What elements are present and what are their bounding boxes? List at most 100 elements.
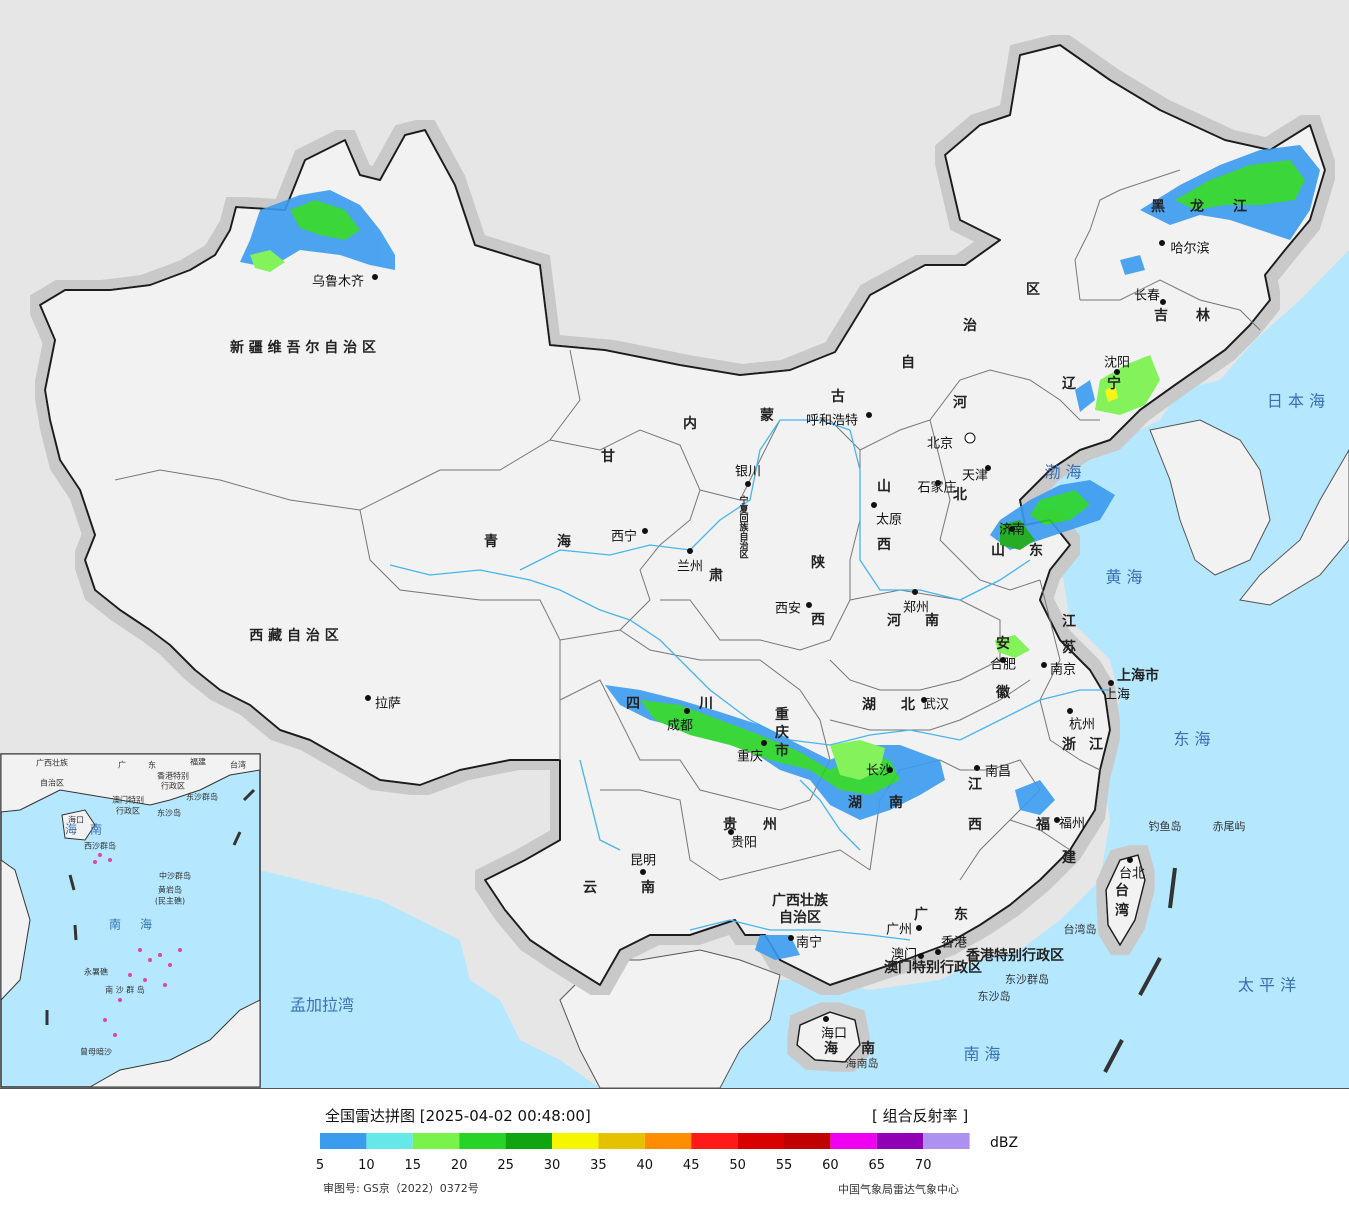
se-asia-landmass xyxy=(559,949,781,1088)
legend-unit: dBZ xyxy=(990,1135,1018,1151)
city-marker xyxy=(916,925,922,931)
color-swatch xyxy=(320,1133,367,1149)
island-label: 东沙群岛 xyxy=(1005,972,1049,986)
japan-landmass xyxy=(1239,449,1349,606)
city-marker xyxy=(806,602,812,608)
sea-label: 东 海 xyxy=(1173,730,1210,749)
province-label: 海 xyxy=(557,533,571,550)
city-label: 拉萨 xyxy=(375,697,401,712)
radar-map[interactable]: 广西壮族自治区广东福建 台湾香港特别行政区澳门特别行政区东沙群岛东沙岛海口海 南西沙… xyxy=(0,0,1349,1088)
city-label: 成都 xyxy=(667,719,693,734)
province-label: 南 xyxy=(889,794,903,811)
city-label: 天津 xyxy=(962,469,988,484)
province-label: 湖 xyxy=(848,795,862,811)
city-marker xyxy=(372,274,378,280)
china-mainland xyxy=(39,44,1326,986)
inset-label: 永暑礁 xyxy=(84,967,108,977)
color-swatch xyxy=(691,1133,738,1149)
island-label: 赤尾屿 xyxy=(1213,820,1246,833)
province-label: 广西壮族 xyxy=(772,892,829,909)
color-swatch xyxy=(366,1133,413,1149)
inset-label: 海口 xyxy=(68,815,84,825)
inset-label: 广西壮族 xyxy=(36,758,68,768)
city-marker xyxy=(642,528,648,534)
province-label: 北 xyxy=(901,697,915,713)
sea-label: 孟加拉湾 xyxy=(290,996,354,1015)
province-label: 福 xyxy=(1035,816,1050,833)
scale-tick-label: 5 xyxy=(316,1158,324,1173)
province-label: 香港特别行政区 xyxy=(965,947,1064,964)
province-label: 安 xyxy=(996,635,1010,652)
inset-label: 南 xyxy=(109,917,121,932)
inset-label: 黄岩岛 xyxy=(158,885,182,895)
island-label: 钓鱼岛 xyxy=(1149,819,1182,833)
city-label: 石家庄 xyxy=(917,480,956,496)
legend-title: 全国雷达拼图 [2025-04-02 00:48:00] xyxy=(325,1107,591,1125)
color-swatch xyxy=(598,1133,645,1149)
province-label: 自治区 xyxy=(779,909,821,926)
province-label: 区 xyxy=(1026,282,1040,298)
province-label: 湖 xyxy=(862,697,876,713)
sea-label: 渤 海 xyxy=(1044,463,1081,482)
city-label: 武汉 xyxy=(923,698,949,713)
province-label: 南 xyxy=(641,879,655,896)
city-marker xyxy=(1159,240,1165,246)
city-label: 西安 xyxy=(775,602,801,617)
province-label: 林 xyxy=(1196,307,1210,324)
city-marker xyxy=(1054,817,1060,823)
inset-label: 东 xyxy=(148,760,156,770)
province-label: 川 xyxy=(698,696,713,712)
color-swatch xyxy=(737,1133,784,1149)
city-marker xyxy=(1160,299,1166,305)
province-label: 建 xyxy=(1062,849,1076,866)
province-label: 苏 xyxy=(1062,639,1076,656)
inset-label: 广 xyxy=(118,760,126,770)
city-marker xyxy=(1127,857,1133,863)
approval-number: 审图号: GS京（2022）0372号 xyxy=(323,1181,479,1195)
city-marker xyxy=(365,695,371,701)
province-label: 陕 xyxy=(811,554,825,571)
hainan-island xyxy=(796,1011,861,1063)
inset-label: 中沙群岛 xyxy=(159,871,191,881)
city-marker xyxy=(684,708,690,714)
city-marker xyxy=(745,481,751,487)
city-marker xyxy=(935,480,941,486)
color-swatch xyxy=(876,1133,924,1149)
taiwan-island xyxy=(1105,854,1146,947)
province-label: 蒙 xyxy=(760,407,774,424)
map-labels: 新 疆 维 吾 尔 自 治 区西 藏 自 治 区青 海甘肃内 蒙古自治区黑龙江吉 林辽… xyxy=(230,198,1325,1070)
province-label: 台 xyxy=(1115,882,1129,899)
inset-label: (民主礁) xyxy=(155,896,185,906)
province-label: 上海市 xyxy=(1117,667,1159,684)
city-marker xyxy=(866,412,872,418)
city-label: 西宁 xyxy=(611,529,637,545)
city-marker xyxy=(788,935,794,941)
province-label: 黑 xyxy=(1151,199,1165,215)
inset-label: 澳门特别 xyxy=(112,795,144,805)
city-marker xyxy=(640,869,646,875)
inset-label: 西沙群岛 xyxy=(84,841,116,851)
rivers xyxy=(389,419,1110,941)
inset-label: 南 xyxy=(90,822,102,837)
city-label: 重庆 xyxy=(737,749,763,765)
province-label: 自 xyxy=(901,354,915,371)
city-label: 广州 xyxy=(886,923,912,938)
city-label: 银川 xyxy=(735,465,761,480)
province-label: 山 xyxy=(991,543,1005,559)
legend-panel: 全国雷达拼图 [2025-04-02 00:48:00] [ 组合反射率 ] d… xyxy=(0,1088,1349,1209)
city-label: 哈尔滨 xyxy=(1170,241,1209,257)
scale-tick-label: 70 xyxy=(915,1158,932,1173)
city-label: 台北 xyxy=(1119,867,1145,882)
province-label: 庆 xyxy=(775,724,789,741)
province-label: 古 xyxy=(831,388,845,405)
color-swatch xyxy=(552,1133,599,1149)
scale-tick-label: 65 xyxy=(869,1158,886,1173)
scale-tick-label: 55 xyxy=(776,1158,793,1173)
city-label: 昆明 xyxy=(630,854,656,869)
city-marker xyxy=(823,1016,829,1022)
city-label: 福州 xyxy=(1059,817,1085,832)
city-label: 贵阳 xyxy=(731,836,757,851)
scale-tick-label: 45 xyxy=(683,1158,700,1173)
city-label: 济南 xyxy=(999,522,1025,538)
province-label: 甘 xyxy=(601,448,615,465)
